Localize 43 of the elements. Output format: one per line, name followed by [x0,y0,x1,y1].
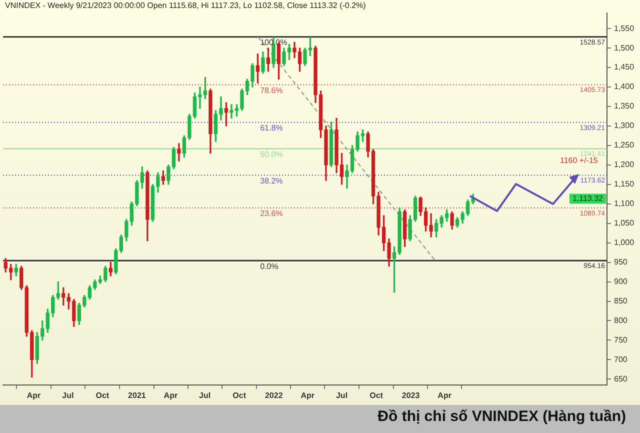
candlestick [177,143,181,162]
y-tick-label: 1,300 [614,121,635,130]
x-tick-label: Apr [164,391,178,400]
y-tick-label: 1,000 [614,238,635,248]
x-tick-label: Jul [336,391,348,400]
x-tick-label: 2022 [264,391,284,400]
y-tick-label: 1,450 [614,62,635,72]
x-tick-label: 2021 [128,391,146,400]
y-tick-label: 850 [614,296,628,306]
x-tick-label: Apr [26,391,41,400]
y-tick-label: 700 [614,354,628,364]
y-tick-label: 1,550 [614,24,635,33]
annotation: 0.0% [260,262,278,271]
y-tick-label: 750 [614,335,628,344]
x-tick-label: Oct [96,391,110,400]
x-tick-label: Oct [232,391,246,400]
y-tick-label: 1,400 [614,82,635,92]
x-tick-label: Apr [300,391,315,400]
annotation: 38.2% [260,176,283,186]
x-tick-label: Oct [370,391,384,400]
y-tick-label: 1,100 [614,199,635,208]
y-tick-label: 1,050 [614,218,635,228]
y-tick-label: 1,150 [614,180,635,189]
x-tick-label: Jul [62,391,74,400]
annotation: 61.8% [260,124,283,133]
annotation: 23.6% [260,209,283,218]
x-tick-label: Jul [199,391,211,400]
annotation: 1160 +/-15 [560,156,598,165]
y-tick-label: 800 [614,316,628,325]
annotation: 78.6% [260,86,283,95]
annotation: 1,113.32 [572,194,604,204]
y-tick-label: 1,200 [614,160,635,170]
x-tick-label: 2023 [402,391,420,400]
y-tick-label: 650 [614,374,628,384]
annotation: 50.0% [260,150,283,159]
x-tick-label: Apr [438,391,452,400]
y-tick-label: 1,350 [614,102,635,111]
y-tick-label: 1,250 [614,140,635,150]
y-tick-label: 950 [614,258,628,266]
y-tick-label: 1,500 [614,43,635,52]
y-tick-label: 900 [614,276,628,286]
text: Đồ thị chỉ số VNINDEX (Hàng tuần) [378,408,626,425]
chart-subtitle: VNINDEX - Weekly 9/21/2023 00:00:00 Open 1115.68, Hi 1117.23, Lo 1102.58, Close 1113.32 (-0.2%) [5,1,366,10]
